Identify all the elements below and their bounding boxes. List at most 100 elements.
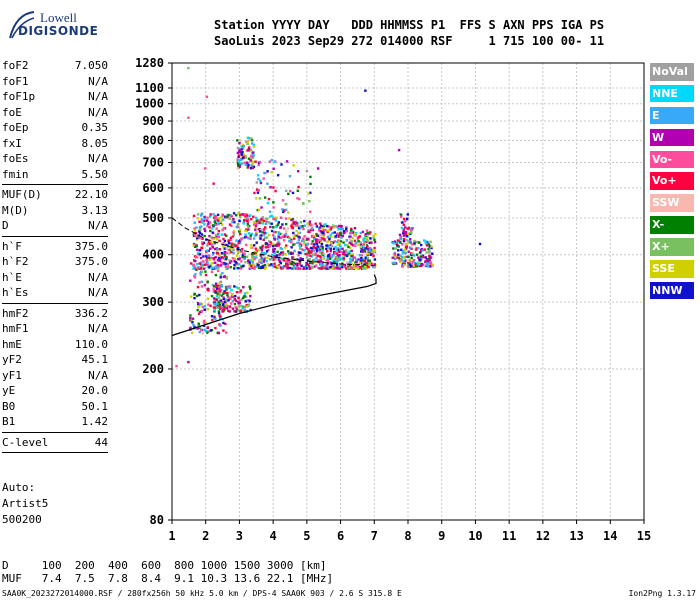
echo-point — [336, 259, 339, 263]
echo-point — [287, 260, 291, 263]
echo-point — [249, 167, 253, 170]
echo-point — [205, 95, 209, 99]
echo-point — [309, 246, 313, 250]
echo-point — [315, 232, 318, 236]
echo-point — [288, 175, 292, 178]
echo-point — [200, 267, 203, 270]
echo-point — [407, 255, 410, 259]
echo-point — [392, 256, 395, 259]
echo-point — [401, 221, 404, 224]
echo-point — [240, 153, 243, 156]
echo-point — [219, 273, 222, 276]
echo-point — [220, 233, 223, 236]
echo-point — [306, 242, 309, 246]
echo-point — [338, 255, 341, 259]
echo-point — [320, 224, 323, 227]
echo-point — [315, 225, 319, 228]
echo-point — [249, 246, 253, 249]
echo-point — [310, 235, 314, 238]
echo-point — [421, 249, 425, 252]
echo-point — [328, 229, 331, 232]
echo-point — [300, 264, 303, 267]
echo-point — [190, 295, 193, 298]
echo-point — [213, 241, 217, 244]
echo-point — [251, 162, 255, 165]
echo-point — [245, 149, 249, 152]
param-value: N/A — [88, 270, 108, 284]
echo-point — [335, 256, 338, 259]
echo-point — [223, 233, 227, 236]
echo-point — [220, 252, 224, 255]
echo-point — [313, 265, 317, 268]
echo-point — [319, 258, 323, 261]
echo-point — [229, 214, 232, 217]
echo-point — [395, 241, 398, 244]
echo-point — [297, 170, 300, 173]
echo-point — [363, 236, 366, 240]
echo-point — [274, 189, 277, 193]
echo-point — [198, 267, 201, 270]
echo-point — [203, 215, 206, 219]
y-tick-label: 1000 — [135, 97, 164, 111]
echo-point — [326, 230, 329, 234]
echo-point — [295, 229, 298, 233]
echo-point — [233, 302, 237, 306]
echo-point — [357, 258, 360, 261]
param-label: foE — [2, 105, 22, 119]
echo-point — [252, 145, 256, 148]
echo-point — [367, 259, 370, 262]
echo-point — [294, 267, 297, 270]
echo-point — [203, 263, 207, 267]
echo-point — [226, 263, 230, 266]
echo-point — [408, 258, 411, 262]
echo-point — [259, 254, 262, 257]
echo-point — [393, 240, 397, 243]
echo-point — [320, 264, 323, 267]
echo-point — [217, 306, 220, 309]
echo-point — [288, 236, 291, 240]
echo-point — [227, 242, 231, 245]
echo-point — [258, 197, 262, 200]
echo-point — [414, 263, 418, 266]
echo-point — [238, 305, 241, 308]
echo-point — [333, 251, 337, 255]
echo-point — [284, 203, 288, 206]
echo-point — [409, 246, 412, 249]
echo-point — [284, 233, 287, 236]
param-value: 3.13 — [81, 203, 109, 217]
echo-point — [257, 208, 261, 211]
echo-point — [344, 253, 347, 256]
echo-point — [277, 244, 280, 247]
echo-point — [325, 229, 328, 232]
echo-point — [226, 291, 229, 295]
echo-point — [304, 252, 308, 256]
echo-point — [276, 242, 279, 245]
echo-point — [308, 223, 311, 226]
echo-point — [265, 260, 268, 263]
echo-point — [301, 226, 304, 229]
echo-point — [291, 223, 294, 226]
echo-point — [266, 256, 269, 260]
echo-point — [285, 262, 289, 266]
echo-point — [231, 307, 235, 310]
echo-point — [307, 254, 310, 257]
echo-point — [254, 224, 258, 228]
echo-point — [292, 243, 295, 246]
scaled-parameters-panel: foF2 7.050 foF1 N/A foF1p N/A foE N/A foEp 0.35 fx… — [2, 58, 108, 455]
echo-point — [263, 171, 266, 175]
echo-point — [280, 163, 283, 166]
echo-point — [402, 243, 405, 246]
echo-point — [240, 260, 243, 263]
echo-point — [318, 229, 321, 232]
echo-point — [270, 253, 274, 256]
echo-point — [229, 238, 233, 241]
echo-point — [224, 265, 227, 268]
echo-point — [242, 296, 245, 300]
echo-point — [212, 266, 215, 270]
echo-point — [331, 231, 334, 235]
echo-point — [193, 233, 197, 237]
echo-point — [367, 262, 371, 265]
echo-point — [368, 249, 371, 252]
echo-point — [236, 162, 240, 165]
echo-point — [262, 252, 265, 255]
